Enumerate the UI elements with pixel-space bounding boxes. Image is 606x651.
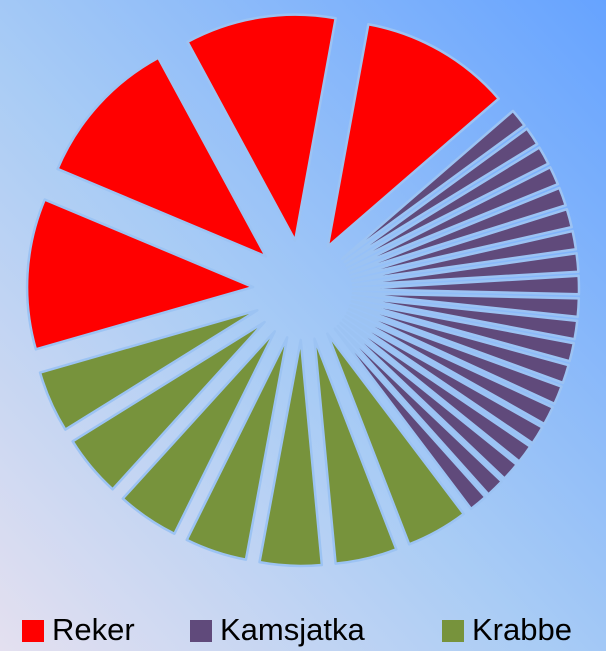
legend-swatch	[190, 620, 212, 642]
pie-slice	[258, 338, 324, 568]
pie-slice	[348, 186, 567, 275]
pie-slice	[121, 330, 277, 536]
pie-slice	[56, 56, 268, 258]
pie-slice	[346, 311, 554, 426]
pie-slice	[186, 13, 337, 242]
pie-slice	[185, 336, 289, 561]
pie-slice	[351, 252, 580, 287]
pie-slice	[336, 324, 503, 496]
legend-swatch	[22, 620, 44, 642]
pie-slice	[347, 307, 563, 405]
pie-slice	[343, 127, 539, 264]
pie-slice	[341, 318, 532, 463]
pie-slice	[326, 22, 500, 248]
pie-slice	[350, 229, 578, 283]
pie-slice	[347, 166, 560, 271]
pie-slice	[351, 274, 581, 296]
pie-slice	[25, 198, 255, 351]
pie-slice	[351, 296, 579, 341]
pie-slice	[345, 146, 550, 267]
pie-slice	[326, 332, 465, 546]
legend-label: Reker	[52, 612, 135, 647]
pie-slice	[313, 337, 398, 565]
pie-slice	[333, 327, 487, 511]
pie-slice	[340, 109, 526, 261]
pie-slice	[339, 321, 518, 480]
legend-label: Kamsjatka	[220, 612, 365, 647]
pie-slice	[38, 309, 259, 431]
pie-slice	[71, 320, 266, 491]
pie-slice	[351, 291, 581, 319]
legend-label: Krabbe	[472, 612, 572, 647]
legend-swatch	[442, 620, 464, 642]
pie-slice	[349, 303, 570, 385]
pie-slice	[350, 300, 576, 363]
pie-slice	[344, 315, 544, 445]
pie-slice	[350, 207, 573, 279]
